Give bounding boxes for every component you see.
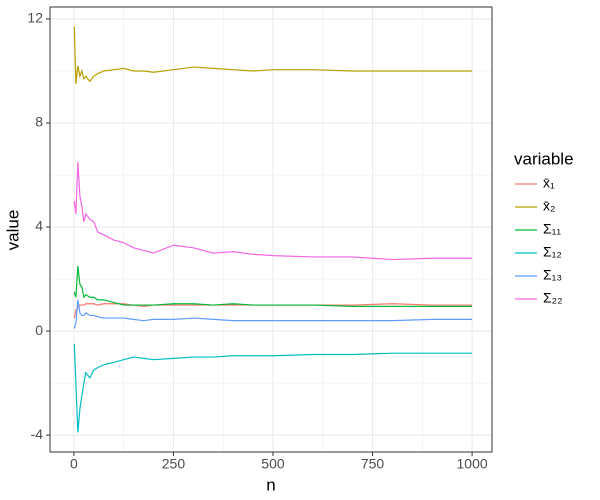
- x-tick-label: 250: [162, 456, 186, 472]
- grid: [50, 7, 492, 452]
- legend-label: Σ₁₁: [543, 221, 561, 237]
- axes: 0 250 500 750 1000 -4 0 4 8 12: [27, 10, 487, 472]
- series-line: [73, 26, 473, 85]
- y-axis-title: value: [3, 210, 22, 251]
- series-line: [73, 265, 473, 307]
- y-tick-label: 4: [35, 218, 43, 234]
- series-line: [73, 161, 473, 261]
- x-tick-label: 500: [261, 456, 285, 472]
- legend-title: variable: [514, 149, 574, 168]
- legend-label: Σ₁₂: [543, 244, 562, 260]
- lines: [73, 26, 473, 433]
- x-tick-label: 750: [361, 456, 385, 472]
- legend-label: x̄₁: [543, 175, 555, 191]
- legend: x̄₁ x̄₂ Σ₁₁ Σ₁₂ Σ₁₃ Σ₂₂: [515, 175, 563, 306]
- x-tick-label: 1000: [457, 456, 488, 472]
- x-axis-title: n: [266, 475, 275, 494]
- y-tick-label: 0: [35, 322, 43, 338]
- y-tick-label: -4: [31, 426, 44, 442]
- legend-label: Σ₁₃: [543, 267, 562, 283]
- x-tick-label: 0: [70, 456, 78, 472]
- series-line: [73, 299, 473, 329]
- panel-border: [49, 6, 493, 453]
- legend-label: Σ₂₂: [543, 290, 563, 306]
- y-tick-label: 8: [35, 114, 43, 130]
- y-tick-label: 12: [27, 10, 43, 26]
- series-line: [73, 344, 473, 433]
- legend-label: x̄₂: [543, 198, 555, 214]
